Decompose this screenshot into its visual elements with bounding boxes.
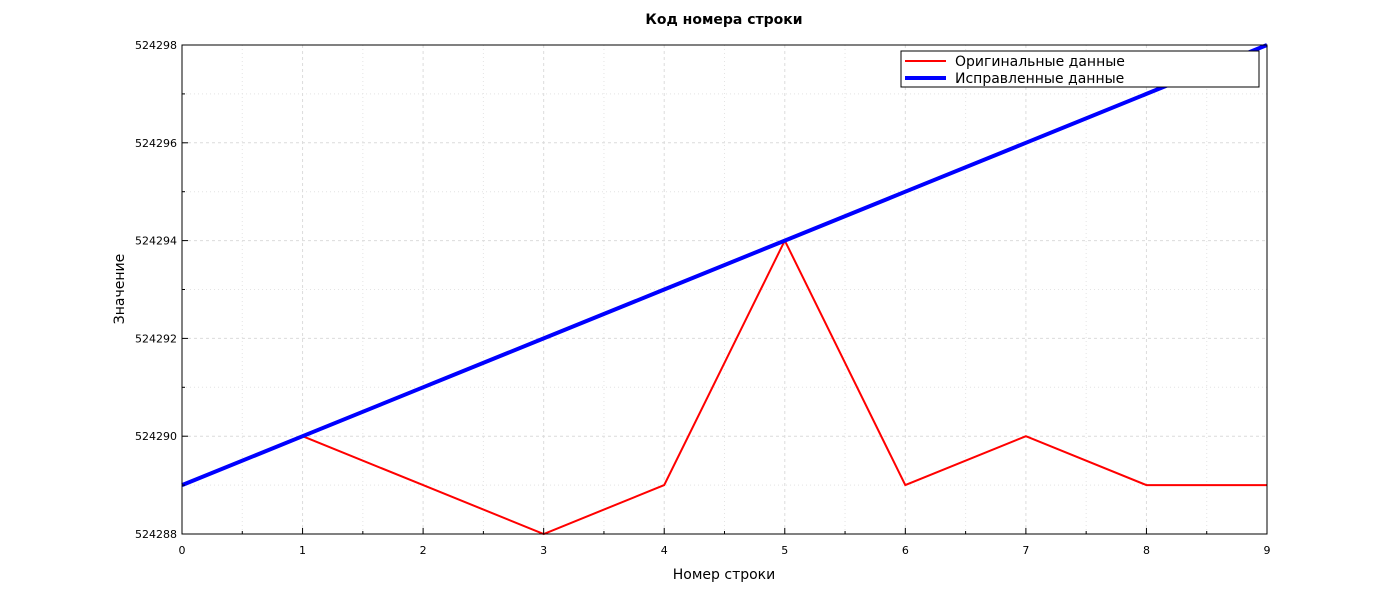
x-tick-label: 5 [781, 544, 788, 557]
x-tick-label: 3 [540, 544, 547, 557]
x-tick-label: 7 [1022, 544, 1029, 557]
chart-title: Код номера строки [645, 12, 802, 28]
series-line-2 [181, 43, 1268, 487]
series-layer [181, 43, 1268, 536]
x-tick-label: 0 [179, 544, 186, 557]
x-tick-label: 6 [902, 544, 909, 557]
x-tick-label: 4 [661, 544, 668, 557]
x-axis-title: Номер строки [673, 567, 775, 583]
y-tick-label: 524292 [135, 332, 177, 345]
y-tick-label: 524294 [135, 235, 177, 248]
legend-box [900, 50, 1260, 88]
x-tick-label: 1 [299, 544, 306, 557]
grid [181, 44, 1268, 535]
y-tick-label: 524290 [135, 430, 177, 443]
y-axis-title: Значение [112, 254, 128, 324]
x-tick-label: 8 [1143, 544, 1150, 557]
y-tick-label: 524288 [135, 528, 177, 541]
y-tick-label: 524296 [135, 137, 177, 150]
axis-ticks: 0 1 2 3 4 5 6 7 8 9 524288 524290 524292 524294 524296… [135, 39, 1271, 557]
x-tick-label: 2 [420, 544, 427, 557]
legend-label-1: Оригинальные данные [955, 54, 1125, 70]
legend-label-2: Исправленные данные [955, 71, 1124, 87]
x-tick-label: 9 [1264, 544, 1271, 557]
y-tick-label: 524298 [135, 39, 177, 52]
